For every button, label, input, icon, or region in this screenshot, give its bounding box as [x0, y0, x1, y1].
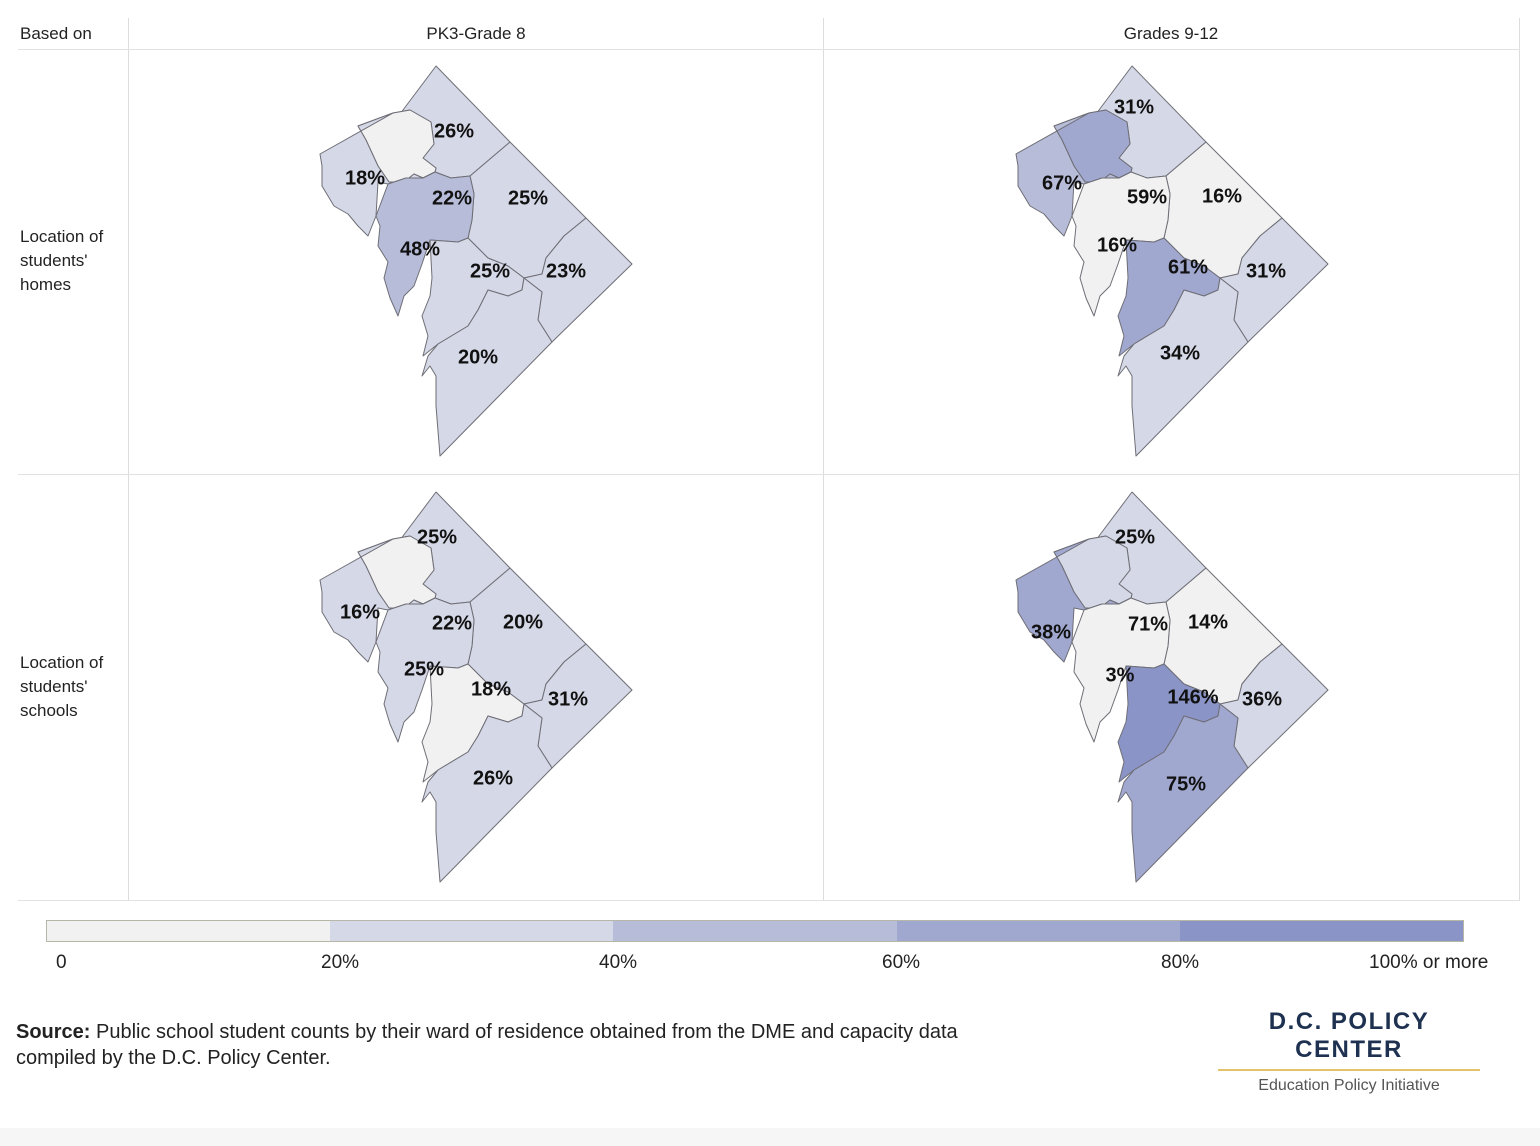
ward-value-label: 23%: [546, 260, 586, 282]
map-grid: Based on PK3-Grade 8 Grades 9-12 Locatio…: [18, 18, 1520, 901]
ward-value-label: 25%: [417, 526, 457, 548]
ward-value-label: 16%: [1097, 234, 1137, 256]
ward-value-label: 18%: [345, 167, 385, 189]
legend-tick: 80%: [1161, 952, 1200, 973]
ward-value-label: 14%: [1188, 611, 1228, 633]
ward-value-label: 31%: [548, 688, 588, 710]
ward-value-label: 67%: [1042, 172, 1082, 194]
ward-value-label: 3%: [1106, 664, 1135, 686]
source-text: Public school student counts by their wa…: [16, 1021, 958, 1069]
map-pk8-homes: 26% 18% 22% 25% 48% 25% 23% 20%: [318, 65, 638, 458]
legend-tick: 40%: [599, 952, 638, 973]
grid-divider: [18, 474, 1520, 475]
brand-logo: D.C. POLICY CENTER Education Policy Init…: [1214, 1008, 1484, 1095]
ward-value-label: 20%: [458, 346, 498, 368]
ward-value-label: 71%: [1128, 613, 1168, 635]
ward-value-label: 31%: [1114, 96, 1154, 118]
ward-value-label: 22%: [432, 187, 472, 209]
ward-value-label: 16%: [340, 601, 380, 623]
row-label-homes: Location of students' homes: [20, 227, 104, 294]
ward-region: [421, 277, 553, 457]
column-header-pk8: PK3-Grade 8: [426, 24, 526, 43]
ward-map-svg: 26% 18% 22% 25% 48% 25% 23% 20%: [319, 65, 633, 457]
legend-bin: [47, 921, 331, 941]
ward-value-label: 25%: [470, 260, 510, 282]
ward-value-label: 25%: [508, 187, 548, 209]
ward-value-label: 48%: [400, 238, 440, 260]
ward-value-label: 59%: [1127, 186, 1167, 208]
source-lead: Source:: [16, 1021, 91, 1043]
legend-color-scale: [46, 920, 1464, 942]
ward-value-label: 26%: [473, 767, 513, 789]
brand-name: D.C. POLICY CENTER: [1268, 1008, 1430, 1063]
grid-divider: [823, 18, 824, 901]
legend-tick: 60%: [882, 952, 921, 973]
ward-map-svg: 25% 38% 71% 14% 3% 146% 36% 75%: [1015, 491, 1329, 883]
ward-value-label: 61%: [1168, 256, 1208, 278]
ward-map-svg: 31% 67% 59% 16% 16% 61% 31% 34%: [1015, 65, 1329, 457]
ward-value-label: 25%: [1115, 526, 1155, 548]
legend-tick: 0: [56, 952, 67, 973]
ward-value-label: 18%: [471, 678, 511, 700]
ward-value-label: 25%: [404, 658, 444, 680]
ward-value-label: 146%: [1167, 686, 1218, 708]
ward-value-label: 31%: [1246, 260, 1286, 282]
ward-region: [421, 703, 553, 883]
map-hs-schools: 25% 38% 71% 14% 3% 146% 36% 75%: [1014, 491, 1334, 884]
legend-bin: [1179, 921, 1464, 941]
grid-divider: [1519, 18, 1520, 901]
ward-value-label: 38%: [1031, 621, 1071, 643]
ward-value-label: 75%: [1166, 773, 1206, 795]
legend-bin: [896, 921, 1180, 941]
column-header-hs: Grades 9-12: [1123, 24, 1219, 43]
grid-divider: [128, 18, 129, 901]
corner-label: Based on: [20, 24, 92, 43]
legend-tick: 20%: [321, 952, 360, 973]
legend-bin: [330, 921, 614, 941]
ward-map-svg: 25% 16% 22% 20% 25% 18% 31% 26%: [319, 491, 633, 883]
ward-value-label: 16%: [1202, 185, 1242, 207]
ward-value-label: 22%: [432, 612, 472, 634]
ward-value-label: 26%: [434, 120, 474, 142]
grid-divider: [18, 49, 1520, 50]
ward-value-label: 36%: [1242, 688, 1282, 710]
ward-region: [1117, 703, 1249, 883]
brand-subtitle: Education Policy Initiative: [1258, 1077, 1440, 1094]
ward-region: [1117, 277, 1249, 457]
map-hs-homes: 31% 67% 59% 16% 16% 61% 31% 34%: [1014, 65, 1334, 458]
legend-tick: 100% or more: [1369, 952, 1489, 973]
map-pk8-schools: 25% 16% 22% 20% 25% 18% 31% 26%: [318, 491, 638, 884]
legend-bin: [613, 921, 897, 941]
row-label-schools: Location of students' schools: [20, 653, 104, 720]
grid-divider: [18, 900, 1520, 901]
ward-value-label: 34%: [1160, 342, 1200, 364]
ward-value-label: 20%: [503, 611, 543, 633]
brand-rule: [1218, 1069, 1480, 1071]
footer-band: [0, 1128, 1540, 1146]
source-note: Source: Public school student counts by …: [16, 1019, 1016, 1071]
